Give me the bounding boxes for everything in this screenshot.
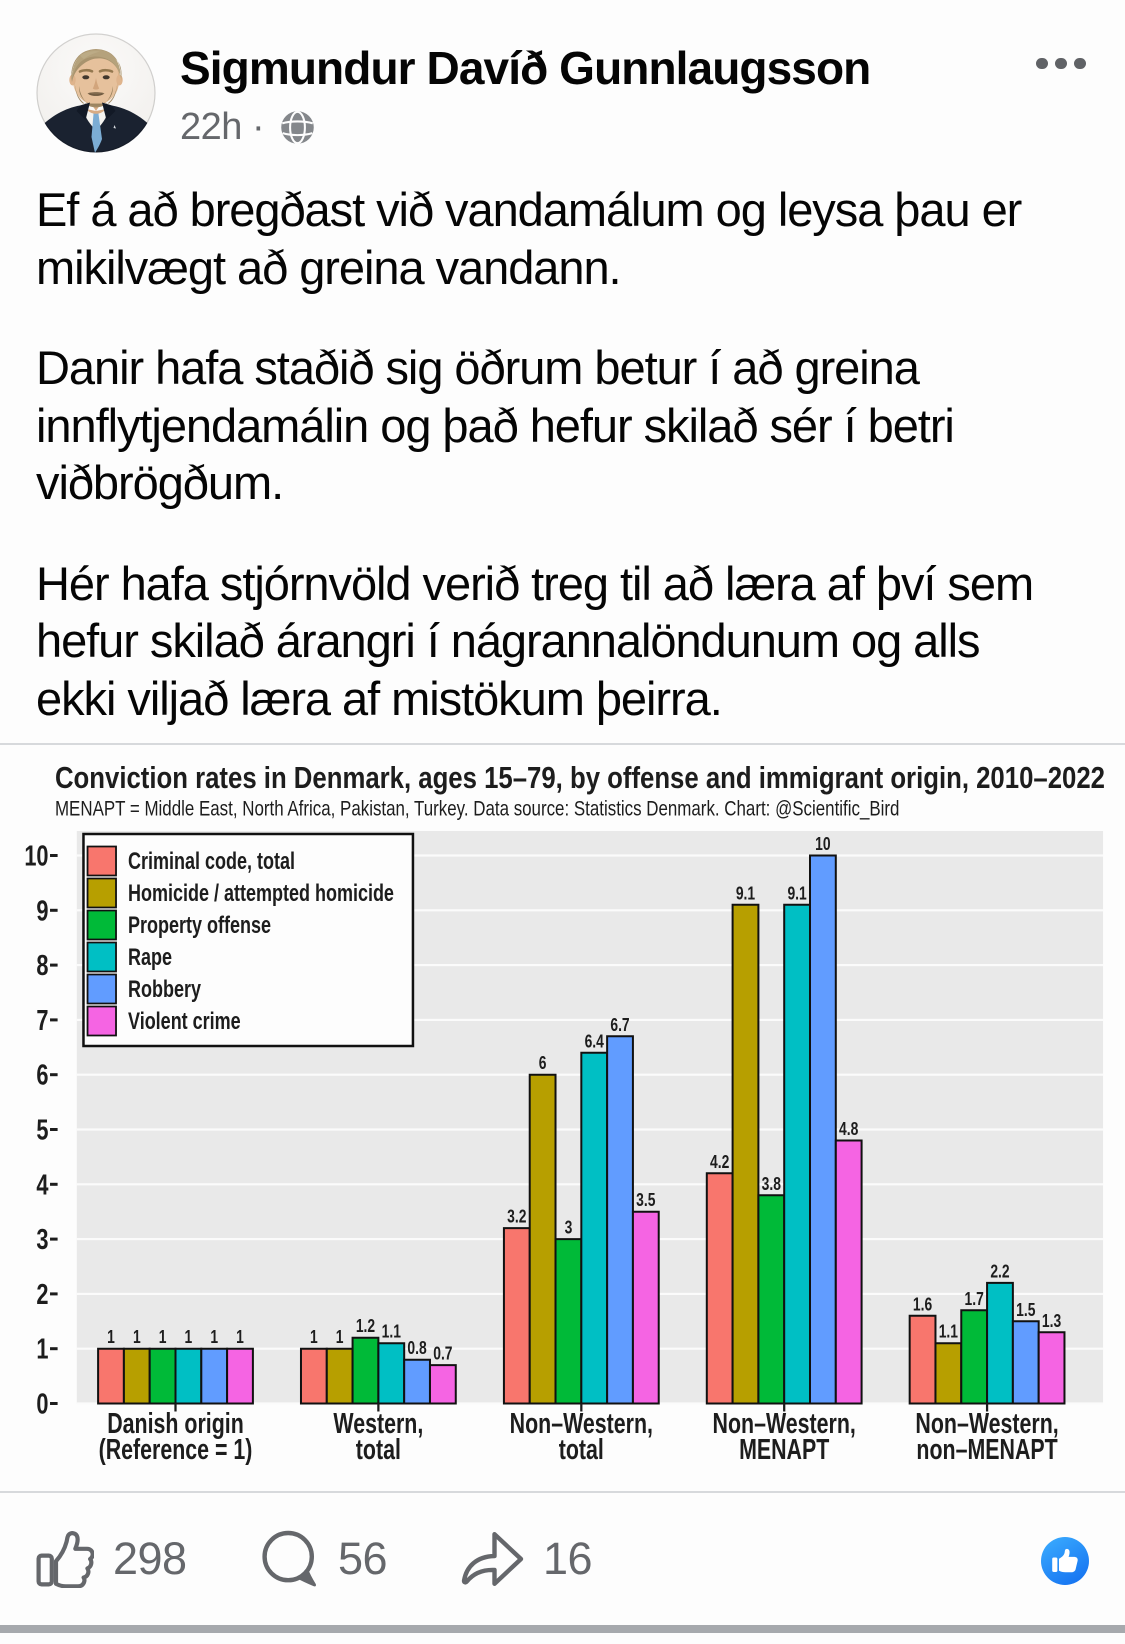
svg-text:9: 9 [36,895,48,927]
svg-text:5: 5 [36,1115,48,1147]
svg-text:3.5: 3.5 [636,1190,655,1210]
svg-text:1: 1 [159,1327,167,1347]
svg-text:6: 6 [36,1060,48,1092]
svg-text:4.8: 4.8 [839,1119,858,1139]
svg-text:4: 4 [36,1169,49,1201]
svg-text:1: 1 [36,1334,48,1366]
svg-text:6.4: 6.4 [585,1031,604,1051]
svg-text:1.3: 1.3 [1042,1311,1061,1331]
svg-text:Violent crime: Violent crime [128,1009,241,1035]
svg-text:MENAPT: MENAPT [739,1434,830,1466]
svg-text:MENAPT = Middle East, North Af: MENAPT = Middle East, North Africa, Paki… [55,796,900,821]
svg-text:2.2: 2.2 [990,1262,1009,1282]
svg-text:1.5: 1.5 [1016,1300,1035,1320]
svg-text:1.6: 1.6 [913,1294,932,1314]
svg-text:3.2: 3.2 [507,1207,526,1227]
svg-text:0: 0 [36,1389,48,1421]
svg-text:0.8: 0.8 [407,1338,426,1358]
svg-text:1: 1 [185,1327,193,1347]
svg-text:Western,: Western, [333,1408,423,1440]
svg-text:1.1: 1.1 [382,1322,401,1342]
svg-text:3: 3 [565,1218,573,1238]
svg-text:1.1: 1.1 [939,1322,958,1342]
svg-text:1: 1 [310,1327,318,1347]
svg-text:0.7: 0.7 [433,1344,452,1364]
svg-text:1.2: 1.2 [356,1316,375,1336]
svg-text:1: 1 [210,1327,218,1347]
svg-text:6.7: 6.7 [610,1015,629,1035]
svg-text:4.2: 4.2 [710,1152,729,1172]
svg-text:1.7: 1.7 [965,1289,984,1309]
svg-text:10: 10 [815,834,830,854]
svg-text:Conviction rates in Denmark, a: Conviction rates in Denmark, ages 15–79,… [55,760,1105,795]
svg-text:Criminal code, total: Criminal code, total [128,849,295,875]
svg-text:total: total [356,1434,401,1466]
svg-text:1: 1 [133,1327,141,1347]
svg-text:Rape: Rape [128,945,172,971]
svg-text:9.1: 9.1 [787,883,806,903]
svg-text:non–MENAPT: non–MENAPT [916,1434,1058,1466]
svg-text:Non–Western,: Non–Western, [510,1408,653,1440]
svg-text:10: 10 [24,841,48,873]
svg-text:Non–Western,: Non–Western, [713,1408,856,1440]
svg-text:1: 1 [236,1327,244,1347]
svg-text:Danish origin: Danish origin [107,1408,244,1440]
svg-text:Non–Western,: Non–Western, [915,1408,1058,1440]
svg-text:3.8: 3.8 [762,1174,781,1194]
svg-text:8: 8 [36,950,48,982]
svg-text:(Reference = 1): (Reference = 1) [99,1434,253,1466]
svg-text:2: 2 [36,1279,48,1311]
svg-text:1: 1 [107,1327,115,1347]
svg-text:Homicide / attempted homicide: Homicide / attempted homicide [128,881,394,907]
svg-text:9.1: 9.1 [736,883,755,903]
svg-text:3: 3 [36,1224,48,1256]
svg-text:6: 6 [539,1053,547,1073]
svg-text:1: 1 [336,1327,344,1347]
svg-text:Robbery: Robbery [128,977,201,1003]
svg-text:7: 7 [36,1005,48,1037]
svg-text:total: total [559,1434,604,1466]
svg-text:Property offense: Property offense [128,913,271,939]
